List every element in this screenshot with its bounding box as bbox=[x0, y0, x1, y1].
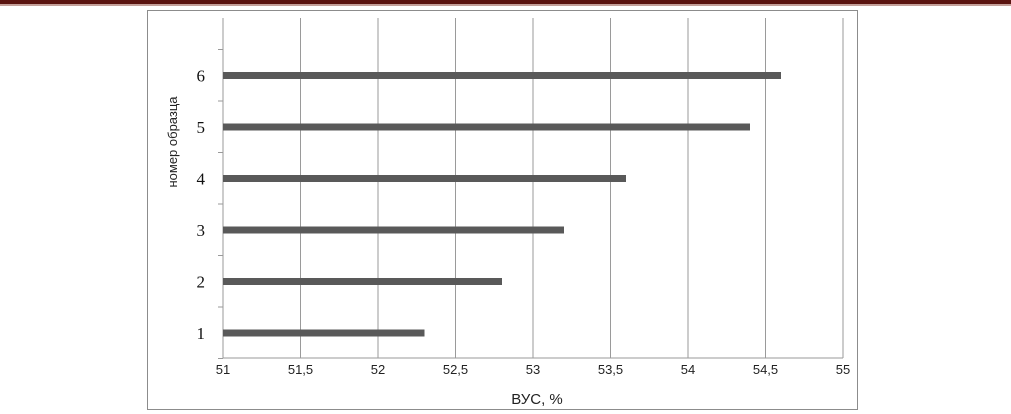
axes bbox=[218, 18, 843, 359]
y-tick-label: 4 bbox=[197, 170, 206, 189]
bar bbox=[223, 72, 781, 79]
bar bbox=[223, 329, 425, 337]
x-tick-label: 53 bbox=[526, 362, 540, 377]
x-tick-label: 55 bbox=[836, 362, 850, 377]
top-rule-graphic bbox=[0, 0, 1011, 6]
y-tick-label: 5 bbox=[197, 118, 206, 137]
y-axis-title: номер образца bbox=[165, 96, 180, 188]
top-decorative-rule bbox=[0, 0, 1011, 8]
x-tick-label: 52 bbox=[371, 362, 385, 377]
bar bbox=[223, 226, 564, 234]
bar bbox=[223, 278, 502, 285]
y-tick-labels: 1 2 3 4 5 6 bbox=[197, 67, 206, 344]
bars bbox=[223, 72, 781, 337]
x-tick-label: 51 bbox=[216, 362, 230, 377]
gridlines bbox=[300, 18, 844, 358]
top-rule-dark bbox=[0, 0, 1011, 4]
x-tick-labels: 51 51,5 52 52,5 53 53,5 54 54,5 55 bbox=[216, 362, 850, 377]
bar bbox=[223, 123, 750, 131]
y-tick-label: 1 bbox=[197, 324, 206, 343]
y-tick-label: 3 bbox=[197, 221, 206, 240]
x-tick-label: 54 bbox=[681, 362, 695, 377]
y-tick-label: 2 bbox=[197, 273, 206, 292]
bar bbox=[223, 175, 626, 182]
x-tick-label: 51,5 bbox=[288, 362, 313, 377]
x-axis-title: ВУС, % bbox=[511, 391, 563, 408]
top-rule-light bbox=[0, 4, 1011, 6]
x-tick-label: 52,5 bbox=[443, 362, 468, 377]
x-tick-label: 53,5 bbox=[598, 362, 623, 377]
y-tick-label: 6 bbox=[197, 67, 206, 86]
x-tick-label: 54,5 bbox=[753, 362, 778, 377]
